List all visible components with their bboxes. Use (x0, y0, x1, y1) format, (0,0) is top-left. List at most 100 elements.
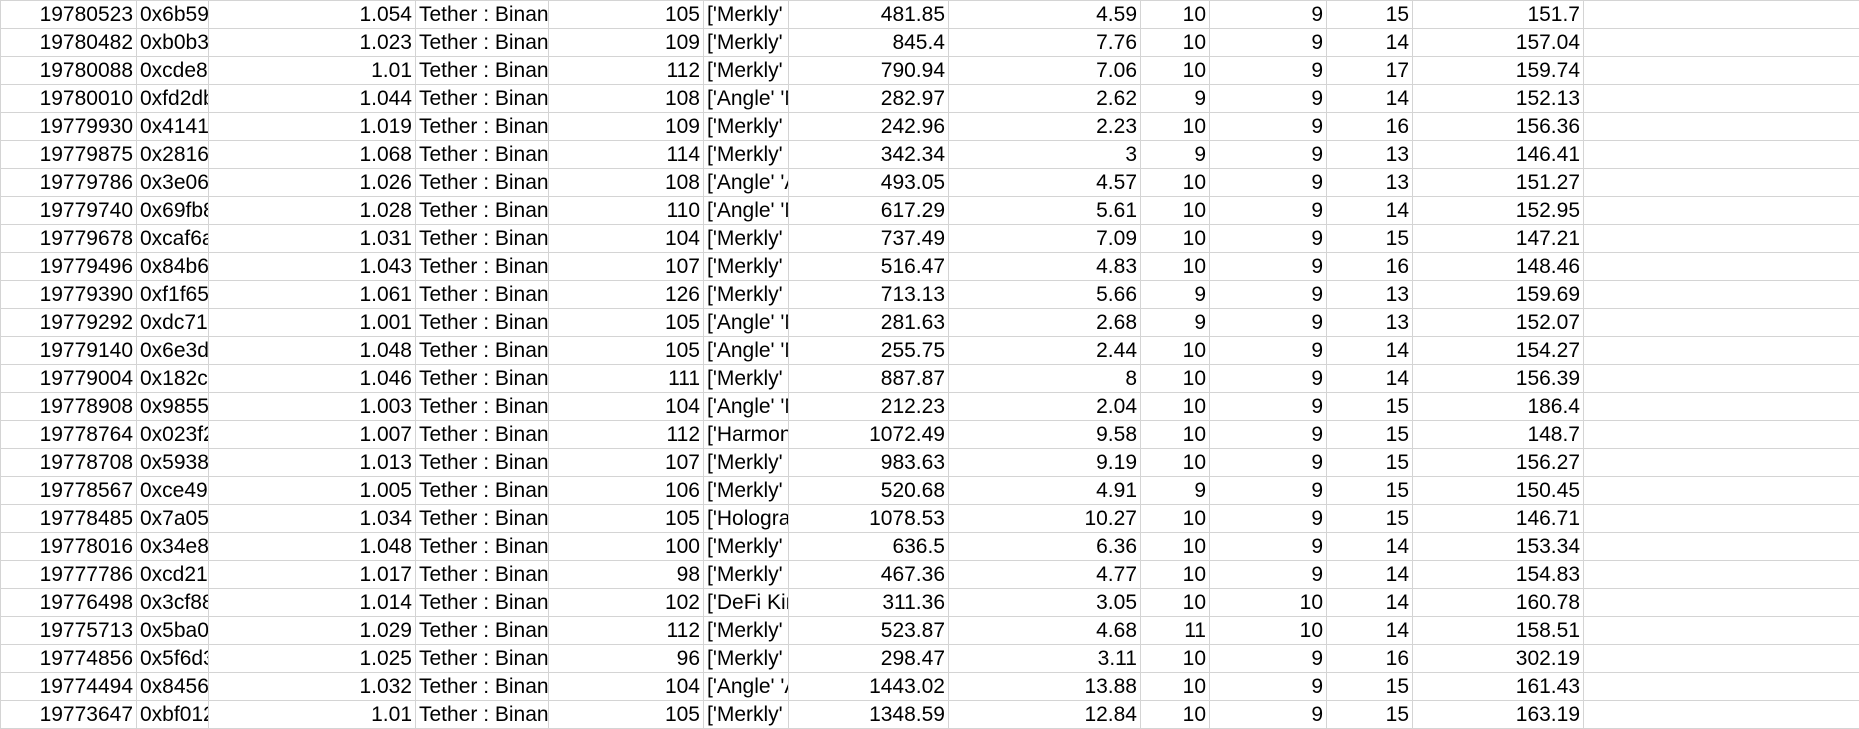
col-l-cell[interactable]: 146.71 (1412, 504, 1584, 533)
fee-cell[interactable]: 2.62 (948, 84, 1141, 113)
empty-cell[interactable] (1583, 588, 1859, 617)
col-k-cell[interactable]: 15 (1326, 672, 1413, 701)
count-cell[interactable]: 102 (548, 588, 704, 617)
block-cell[interactable]: 19775713 (0, 616, 137, 645)
col-i-cell[interactable]: 10 (1140, 0, 1210, 29)
protocols-cell[interactable]: ['Angle' 'M (703, 336, 789, 365)
block-cell[interactable]: 19779140 (0, 336, 137, 365)
col-k-cell[interactable]: 16 (1326, 644, 1413, 673)
protocols-cell[interactable]: ['Merkly' 'M (703, 364, 789, 393)
exchange-cell[interactable]: Tether : Binance (415, 476, 549, 505)
block-cell[interactable]: 19779678 (0, 224, 137, 253)
protocols-cell[interactable]: ['Holograp (703, 504, 789, 533)
ratio-cell[interactable]: 1.023 (208, 28, 416, 57)
address-cell[interactable]: 0x5ba07 (136, 616, 209, 645)
block-cell[interactable]: 19778708 (0, 448, 137, 477)
block-cell[interactable]: 19779930 (0, 112, 137, 141)
exchange-cell[interactable]: Tether : Binance (415, 308, 549, 337)
col-j-cell[interactable]: 9 (1209, 364, 1327, 393)
count-cell[interactable]: 126 (548, 280, 704, 309)
col-l-cell[interactable]: 160.78 (1412, 588, 1584, 617)
fee-cell[interactable]: 12.84 (948, 700, 1141, 729)
address-cell[interactable]: 0x84b64 (136, 252, 209, 281)
col-l-cell[interactable]: 163.19 (1412, 700, 1584, 729)
ratio-cell[interactable]: 1.007 (208, 420, 416, 449)
exchange-cell[interactable]: Tether : Binance (415, 196, 549, 225)
empty-cell[interactable] (1583, 504, 1859, 533)
exchange-cell[interactable]: Tether : Binance (415, 28, 549, 57)
col-j-cell[interactable]: 9 (1209, 252, 1327, 281)
block-cell[interactable]: 19778764 (0, 420, 137, 449)
col-k-cell[interactable]: 16 (1326, 112, 1413, 141)
block-cell[interactable]: 19779496 (0, 252, 137, 281)
col-i-cell[interactable]: 10 (1140, 672, 1210, 701)
col-k-cell[interactable]: 13 (1326, 308, 1413, 337)
col-i-cell[interactable]: 9 (1140, 476, 1210, 505)
empty-cell[interactable] (1583, 392, 1859, 421)
address-cell[interactable]: 0xcd216 (136, 560, 209, 589)
ratio-cell[interactable]: 1.025 (208, 644, 416, 673)
col-k-cell[interactable]: 15 (1326, 392, 1413, 421)
empty-cell[interactable] (1583, 196, 1859, 225)
col-k-cell[interactable]: 16 (1326, 252, 1413, 281)
ratio-cell[interactable]: 1.028 (208, 196, 416, 225)
col-i-cell[interactable]: 10 (1140, 392, 1210, 421)
empty-cell[interactable] (1583, 84, 1859, 113)
col-l-cell[interactable]: 159.69 (1412, 280, 1584, 309)
col-k-cell[interactable]: 15 (1326, 504, 1413, 533)
col-k-cell[interactable]: 15 (1326, 0, 1413, 29)
col-k-cell[interactable]: 15 (1326, 700, 1413, 729)
ratio-cell[interactable]: 1.043 (208, 252, 416, 281)
exchange-cell[interactable]: Tether : Binance (415, 672, 549, 701)
ratio-cell[interactable]: 1.005 (208, 476, 416, 505)
count-cell[interactable]: 112 (548, 56, 704, 85)
col-k-cell[interactable]: 14 (1326, 588, 1413, 617)
block-cell[interactable]: 19773647 (0, 700, 137, 729)
col-k-cell[interactable]: 13 (1326, 168, 1413, 197)
fee-cell[interactable]: 8 (948, 364, 1141, 393)
protocols-cell[interactable]: ['Merkly' 'M (703, 532, 789, 561)
col-i-cell[interactable]: 10 (1140, 112, 1210, 141)
col-k-cell[interactable]: 14 (1326, 84, 1413, 113)
protocols-cell[interactable]: ['Angle' 'M (703, 196, 789, 225)
value-cell[interactable]: 311.36 (788, 588, 949, 617)
exchange-cell[interactable]: Tether : Binance (415, 252, 549, 281)
exchange-cell[interactable]: Tether : Binance (415, 84, 549, 113)
count-cell[interactable]: 108 (548, 84, 704, 113)
col-j-cell[interactable]: 9 (1209, 644, 1327, 673)
address-cell[interactable]: 0xfd2db8 (136, 84, 209, 113)
exchange-cell[interactable]: Tether : Binance (415, 420, 549, 449)
fee-cell[interactable]: 4.77 (948, 560, 1141, 589)
col-j-cell[interactable]: 9 (1209, 672, 1327, 701)
address-cell[interactable]: 0x6e3dd (136, 336, 209, 365)
col-k-cell[interactable]: 17 (1326, 56, 1413, 85)
protocols-cell[interactable]: ['Merkly' 'M (703, 448, 789, 477)
fee-cell[interactable]: 5.61 (948, 196, 1141, 225)
col-j-cell[interactable]: 9 (1209, 448, 1327, 477)
protocols-cell[interactable]: ['Merkly' 'M (703, 0, 789, 29)
exchange-cell[interactable]: Tether : Binance (415, 56, 549, 85)
value-cell[interactable]: 481.85 (788, 0, 949, 29)
block-cell[interactable]: 19780523 (0, 0, 137, 29)
col-j-cell[interactable]: 9 (1209, 336, 1327, 365)
address-cell[interactable]: 0xdc714 (136, 308, 209, 337)
protocols-cell[interactable]: ['Merkly' 'D (703, 616, 789, 645)
fee-cell[interactable]: 2.04 (948, 392, 1141, 421)
col-i-cell[interactable]: 10 (1140, 336, 1210, 365)
count-cell[interactable]: 108 (548, 168, 704, 197)
col-j-cell[interactable]: 9 (1209, 308, 1327, 337)
count-cell[interactable]: 109 (548, 112, 704, 141)
col-k-cell[interactable]: 14 (1326, 28, 1413, 57)
count-cell[interactable]: 104 (548, 672, 704, 701)
block-cell[interactable]: 19779875 (0, 140, 137, 169)
col-j-cell[interactable]: 9 (1209, 84, 1327, 113)
col-l-cell[interactable]: 152.13 (1412, 84, 1584, 113)
protocols-cell[interactable]: ['Merkly' 'A (703, 56, 789, 85)
col-l-cell[interactable]: 156.39 (1412, 364, 1584, 393)
value-cell[interactable]: 1348.59 (788, 700, 949, 729)
col-k-cell[interactable]: 14 (1326, 364, 1413, 393)
col-j-cell[interactable]: 9 (1209, 392, 1327, 421)
protocols-cell[interactable]: ['Merkly' 'M (703, 252, 789, 281)
block-cell[interactable]: 19777786 (0, 560, 137, 589)
col-i-cell[interactable]: 10 (1140, 56, 1210, 85)
